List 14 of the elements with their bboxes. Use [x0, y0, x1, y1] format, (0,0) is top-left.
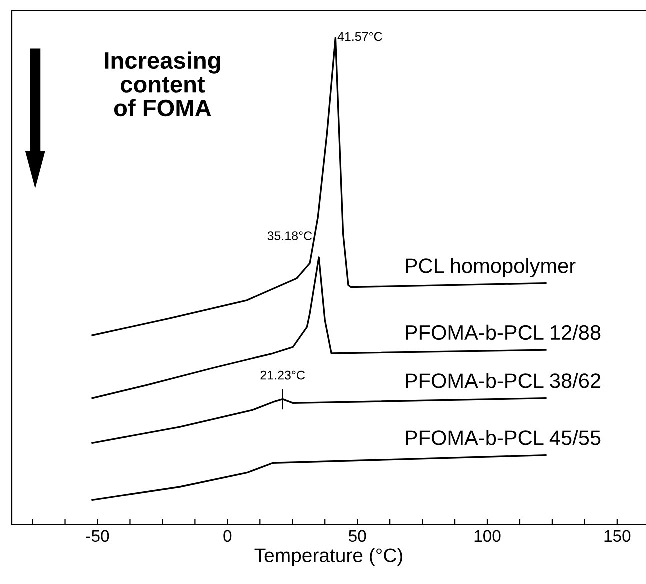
- series-label: PFOMA-b-PCL 45/55: [406, 430, 601, 446]
- x-tick-label: 150: [604, 530, 631, 542]
- series-label: PFOMA-b-PCL 38/62: [406, 373, 601, 388]
- series-label: PFOMA-b-PCL 12/88: [406, 324, 601, 340]
- x-axis-title: Temperature (°C): [254, 548, 402, 566]
- annotation: 21.23°C: [260, 370, 306, 380]
- annotation: 35.18°C: [268, 232, 312, 240]
- x-tick-label: 50: [348, 530, 366, 542]
- x-tick-label: -50: [86, 530, 110, 542]
- x-tick-label: 100: [474, 530, 501, 542]
- annotation: Increasing content of FOMA: [105, 52, 220, 117]
- x-tick-label: 0: [224, 530, 232, 542]
- annotation: 41.57°C: [338, 32, 382, 42]
- series-label: PCL homopolymer: [406, 258, 576, 278]
